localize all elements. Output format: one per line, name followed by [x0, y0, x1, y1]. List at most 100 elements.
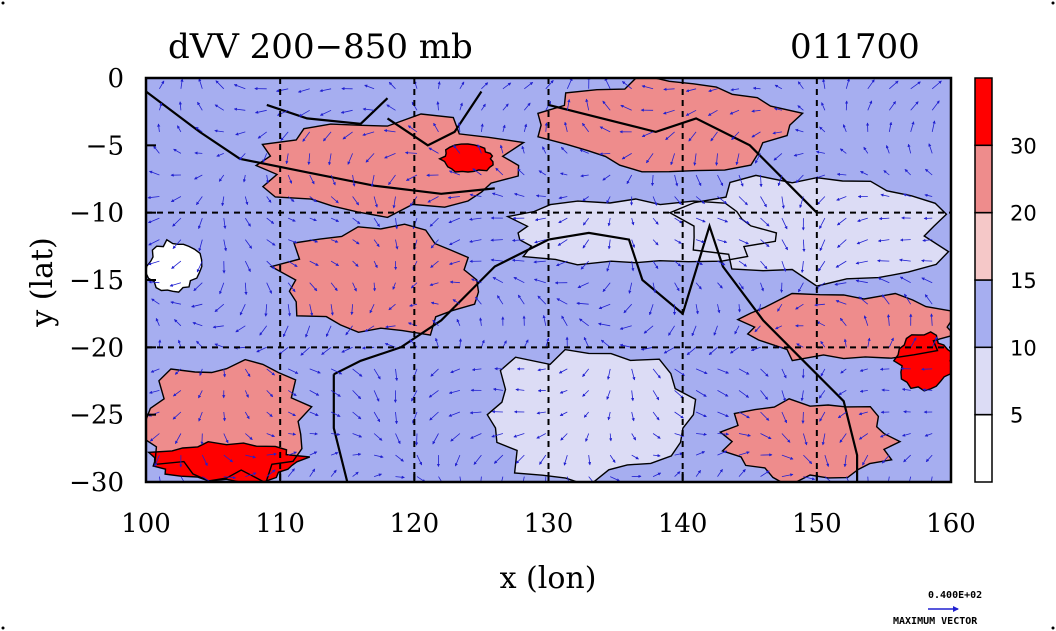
wind-vector — [538, 170, 547, 176]
wind-vector — [523, 339, 529, 348]
wind-vector — [855, 260, 868, 265]
region-level-5 — [487, 349, 696, 482]
wind-vector — [352, 368, 363, 377]
wind-vector — [524, 81, 534, 90]
wind-vector — [300, 347, 310, 356]
wind-vector — [430, 239, 439, 249]
wind-vector — [582, 239, 590, 249]
wind-vector — [214, 104, 225, 111]
wind-vector — [760, 368, 769, 377]
chart-title: dVV 200−850 mb — [168, 27, 473, 67]
wind-vector — [515, 454, 525, 464]
wind-vector — [266, 433, 275, 438]
wind-vector — [545, 337, 550, 348]
wind-vector — [717, 450, 728, 456]
wind-vector — [775, 325, 783, 330]
wind-vector — [717, 411, 729, 417]
wind-vector — [352, 174, 356, 187]
wind-vector — [794, 128, 804, 133]
wind-vector — [695, 368, 708, 375]
wind-vector — [631, 368, 636, 381]
wind-vector — [233, 84, 246, 90]
wind-vector — [600, 339, 611, 348]
wind-vector — [410, 282, 418, 289]
wind-vector — [599, 152, 611, 156]
wind-vector — [362, 131, 375, 136]
wind-vector — [372, 282, 377, 292]
wind-vector — [388, 303, 396, 311]
wind-vector — [493, 454, 504, 464]
wind-vector — [309, 239, 319, 243]
wind-vector — [302, 131, 311, 142]
wind-vector — [795, 303, 804, 310]
wind-vector — [411, 101, 418, 111]
wind-vector — [773, 107, 782, 111]
wind-vector — [652, 260, 659, 270]
wind-vector — [147, 260, 160, 266]
chart-date: 011700 — [790, 27, 920, 67]
wind-vector — [674, 282, 680, 292]
wind-vector — [195, 126, 203, 133]
wind-vector — [409, 303, 418, 307]
wind-vector — [602, 100, 611, 111]
wind-vector — [437, 81, 441, 89]
wind-vector — [157, 123, 161, 132]
wind-vector — [587, 455, 592, 466]
wind-vector — [652, 217, 659, 225]
wind-vector — [717, 390, 729, 397]
wind-vector — [674, 260, 682, 267]
wind-vector — [374, 454, 384, 459]
wind-vector — [752, 86, 761, 90]
wind-vector — [282, 325, 289, 338]
wind-vector — [452, 299, 461, 305]
wind-vector — [222, 411, 227, 422]
wind-vector — [180, 78, 184, 89]
wind-vector — [345, 325, 353, 336]
wind-vector — [695, 411, 707, 418]
wind-vector — [170, 196, 182, 203]
colorbar-label: 30 — [1010, 134, 1037, 158]
wind-vector — [695, 239, 705, 244]
wind-vector — [717, 432, 730, 436]
wind-vector — [169, 282, 182, 287]
wind-vector — [448, 411, 461, 417]
wind-vector — [537, 368, 546, 372]
wind-vector — [330, 174, 336, 186]
wind-vector — [515, 388, 525, 392]
wind-vector — [264, 304, 268, 317]
wind-vector — [266, 217, 275, 224]
wind-vector — [609, 433, 613, 442]
wind-vector — [330, 452, 339, 456]
wind-vector — [760, 411, 770, 421]
wind-vector — [373, 260, 378, 269]
wind-vector — [245, 472, 257, 477]
wind-vector — [924, 193, 933, 197]
wind-vector — [631, 411, 635, 422]
wind-vector — [760, 260, 768, 270]
colorbar: 5 10 15 20 30 — [974, 77, 1037, 483]
wind-vector — [386, 104, 396, 111]
wind-vector — [288, 411, 296, 417]
wind-vector — [517, 168, 525, 176]
wind-vector — [921, 277, 933, 284]
wind-vector — [560, 146, 568, 154]
wind-vector — [695, 469, 701, 477]
wind-vector — [450, 433, 461, 442]
wind-vector — [816, 321, 826, 327]
wind-vector — [330, 282, 338, 292]
wind-vector — [395, 475, 405, 479]
wind-vector — [910, 121, 915, 133]
wind-vector — [448, 217, 461, 224]
wind-vector — [836, 196, 847, 201]
wind-vector — [717, 282, 723, 289]
wind-vector — [430, 260, 439, 268]
wind-vector — [535, 194, 546, 198]
contour-line — [254, 113, 526, 219]
wind-vector — [738, 469, 746, 477]
wind-vector — [859, 389, 868, 393]
wind-vector — [395, 454, 404, 462]
wind-vector — [899, 276, 911, 284]
wind-vector — [490, 238, 503, 242]
wind-vector — [513, 433, 525, 438]
